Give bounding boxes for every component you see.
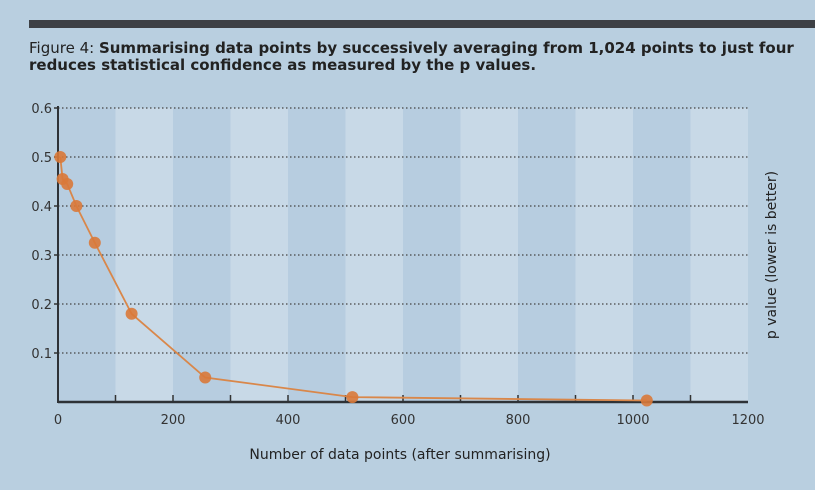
data-point [640,394,653,407]
plot-band [460,108,518,402]
x-axis-label: Number of data points (after summarising… [249,447,550,463]
x-tick-label: 0 [54,413,62,428]
chart-title: Figure 4: Summarising data points by suc… [29,40,809,74]
data-point [88,236,101,249]
x-tick-label: 1000 [616,413,649,428]
data-point [199,371,212,384]
title-text: Summarising data points by successively … [29,39,794,74]
x-tick-label: 400 [276,413,301,428]
x-tick-label: 1200 [731,413,764,428]
y-tick-label: 0.4 [31,200,52,215]
title-rule [29,20,815,28]
data-point [70,200,83,212]
y-tick-label: 0.6 [31,102,52,117]
plot-band [288,108,346,402]
y-tick-label: 0.2 [31,298,52,313]
y-axis-label: p value (lower is better) [764,171,780,339]
x-tick-label: 200 [161,413,186,428]
figure-label: Figure 4: [29,39,95,57]
data-point [346,391,359,404]
data-point [125,307,138,320]
x-tick-label: 800 [506,413,531,428]
plot-band [115,108,173,402]
y-tick-label: 0.5 [31,151,52,166]
plot-band [633,108,691,402]
y-tick-label: 0.3 [31,249,52,264]
plot-band [575,108,633,402]
y-tick-label: 0.1 [31,347,52,362]
x-tick-label: 600 [391,413,416,428]
data-point [54,151,67,163]
data-point [61,177,74,190]
plot-band [403,108,461,402]
